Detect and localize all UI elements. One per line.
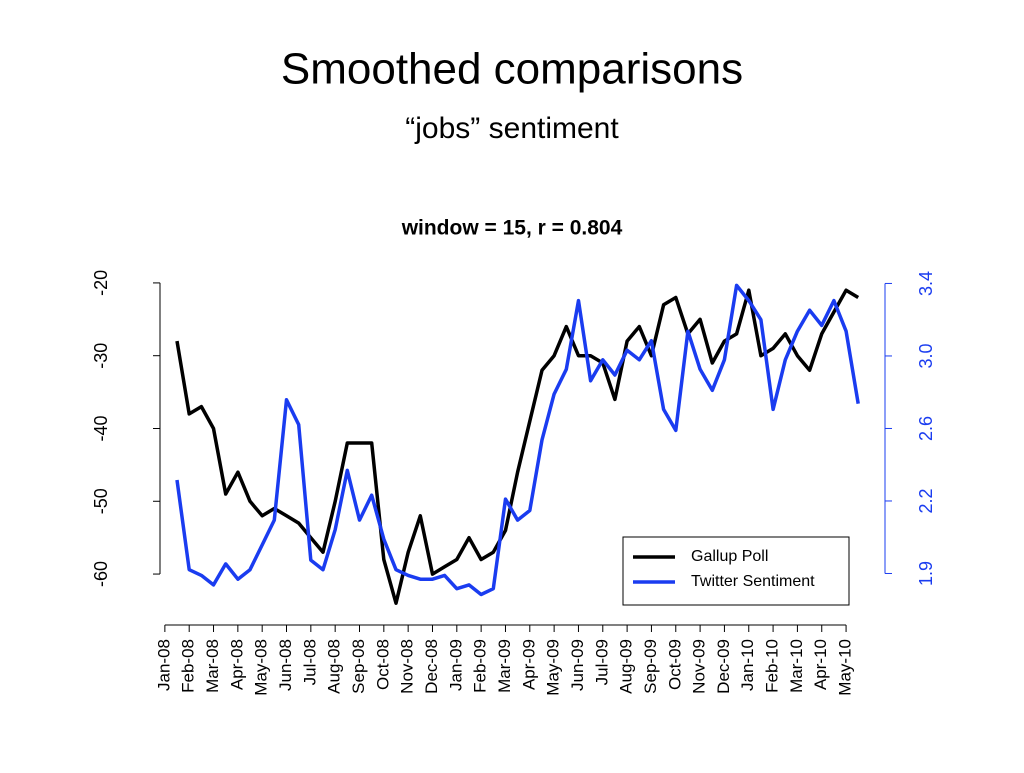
x-tick-label: Mar-09 bbox=[495, 639, 514, 693]
y2-tick-label: 3.4 bbox=[916, 271, 936, 296]
y-tick-label: -30 bbox=[91, 343, 111, 369]
x-tick-label: Mar-10 bbox=[787, 639, 806, 693]
y-tick-label: -20 bbox=[91, 270, 111, 296]
series-line bbox=[175, 288, 860, 605]
x-tick-label: May-10 bbox=[836, 639, 855, 696]
y2-tick-label: 2.2 bbox=[916, 488, 936, 513]
x-tick-label: Oct-08 bbox=[373, 639, 392, 690]
y2-tick-label: 2.6 bbox=[916, 416, 936, 441]
x-tick-label: Jun-08 bbox=[276, 639, 295, 691]
legend-label: Gallup Poll bbox=[691, 548, 768, 565]
slide-title: Smoothed comparisons bbox=[281, 45, 743, 94]
slide-subtitle: “jobs” sentiment bbox=[405, 112, 619, 145]
x-tick-label: Jan-09 bbox=[446, 639, 465, 691]
series-line bbox=[175, 283, 860, 597]
chart-title: window = 15, r = 0.804 bbox=[401, 217, 623, 240]
x-tick-label: Sep-08 bbox=[349, 639, 368, 694]
y-tick-label: -60 bbox=[91, 561, 111, 587]
x-tick-label: Sep-09 bbox=[641, 639, 660, 694]
y-tick-label: -40 bbox=[91, 415, 111, 441]
x-tick-label: May-08 bbox=[252, 639, 271, 696]
x-tick-label: Nov-08 bbox=[398, 639, 417, 694]
x-tick-label: Jul-09 bbox=[592, 639, 611, 685]
x-tick-label: Apr-09 bbox=[519, 639, 538, 690]
y-tick-label: -50 bbox=[91, 488, 111, 514]
x-tick-label: May-09 bbox=[544, 639, 563, 696]
x-tick-label: Oct-09 bbox=[665, 639, 684, 690]
x-tick-label: Dec-09 bbox=[714, 639, 733, 694]
x-tick-label: Aug-08 bbox=[325, 639, 344, 694]
x-tick-label: Apr-10 bbox=[811, 639, 830, 690]
x-tick-label: Mar-08 bbox=[203, 639, 222, 693]
x-tick-label: Feb-09 bbox=[471, 639, 490, 693]
x-tick-label: Jan-10 bbox=[738, 639, 757, 691]
x-tick-label: Jan-08 bbox=[154, 639, 173, 691]
x-tick-label: Aug-09 bbox=[617, 639, 636, 694]
x-tick-label: Feb-10 bbox=[763, 639, 782, 693]
legend-box bbox=[622, 536, 850, 606]
x-tick-label: Jun-09 bbox=[568, 639, 587, 691]
x-tick-label: Apr-08 bbox=[227, 639, 246, 690]
x-tick-label: Nov-09 bbox=[690, 639, 709, 694]
y2-tick-label: 1.9 bbox=[916, 561, 936, 586]
legend-label: Twitter Sentiment bbox=[691, 573, 815, 590]
x-tick-label: Feb-08 bbox=[179, 639, 198, 693]
x-tick-label: Jul-08 bbox=[300, 639, 319, 685]
y2-tick-label: 3.0 bbox=[916, 343, 936, 368]
x-tick-label: Dec-08 bbox=[422, 639, 441, 694]
